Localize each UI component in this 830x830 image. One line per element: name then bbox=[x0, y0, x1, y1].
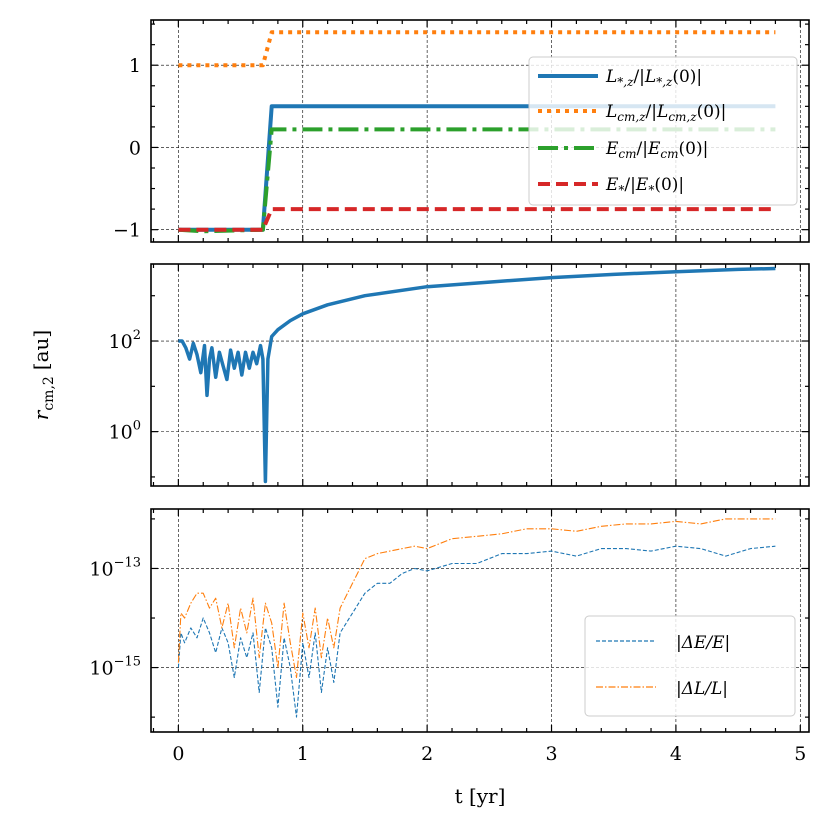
series-line-4 bbox=[178, 207, 776, 232]
top-axes-frame bbox=[150, 19, 810, 243]
bottom-xtick-labels: 0 1 2 3 4 5 bbox=[172, 743, 806, 765]
top-ytick-labels: −1 0 1 bbox=[113, 55, 141, 241]
series-line-3 bbox=[178, 127, 776, 234]
middle-ytick-label: 100 bbox=[109, 419, 141, 444]
xtick-label: 2 bbox=[421, 743, 433, 765]
x-axis-label: t [yr] bbox=[455, 784, 506, 808]
middle-ytick-label: 102 bbox=[109, 328, 141, 353]
xtick-label: 3 bbox=[545, 743, 557, 765]
xtick-label: 5 bbox=[794, 743, 806, 765]
top-ytick-label: 1 bbox=[129, 55, 141, 77]
legend-entry: |ΔE/E| bbox=[596, 633, 730, 653]
middle-series bbox=[178, 266, 776, 484]
legend-label: L*,z/|L*,z(0)| bbox=[605, 67, 702, 89]
top-ticks bbox=[151, 20, 809, 242]
xtick-label: 1 bbox=[297, 743, 309, 765]
top-ytick-label: 0 bbox=[129, 137, 141, 159]
bottom-ytick-label: 10−15 bbox=[89, 655, 141, 680]
middle-ylabel: rcm,2[au] bbox=[29, 330, 57, 420]
top-legend: L*,z/|L*,z(0)| Lcm,z/|Lcm,z(0)| Ecm/|Ecm… bbox=[528, 56, 798, 206]
legend-entry: Lcm,z/|Lcm,z(0)| bbox=[538, 102, 726, 124]
top-legend-box bbox=[528, 56, 798, 206]
middle-ticks bbox=[151, 264, 809, 486]
legend-entry: |ΔL/L| bbox=[596, 679, 728, 699]
legend-label: Ecm/|Ecm(0)| bbox=[605, 139, 708, 161]
middle-gridlines bbox=[151, 264, 809, 486]
middle-axes-frame bbox=[150, 263, 810, 487]
bottom-axes-frame bbox=[150, 508, 810, 733]
top-series bbox=[178, 30, 776, 234]
legend-entry: L*,z/|L*,z(0)| bbox=[538, 67, 702, 89]
top-panel: −1 0 1 L*,z/|L*,z(0)| Lcm,z/|Lcm,z(0)| E… bbox=[113, 19, 810, 243]
series-line-2 bbox=[178, 30, 776, 68]
legend-label: E*/|E*(0)| bbox=[605, 175, 684, 197]
middle-ytick-labels: 100 102 bbox=[109, 328, 141, 444]
bottom-ytick-label: 10−13 bbox=[89, 555, 141, 580]
legend-label: |ΔE/E| bbox=[676, 633, 730, 653]
bottom-legend-box bbox=[584, 615, 796, 717]
bottom-legend: |ΔE/E| |ΔL/L| bbox=[584, 615, 796, 717]
xtick-label: 4 bbox=[670, 743, 682, 765]
bottom-series bbox=[177, 518, 776, 718]
legend-label: Lcm,z/|Lcm,z(0)| bbox=[605, 102, 726, 124]
legend-entry: Ecm/|Ecm(0)| bbox=[538, 139, 708, 161]
top-ytick-label: −1 bbox=[113, 220, 141, 242]
xtick-label: 0 bbox=[172, 743, 184, 765]
bottom-ytick-labels: 10−13 10−15 bbox=[89, 555, 141, 679]
middle-panel: 100 102 rcm,2[au] bbox=[29, 263, 810, 487]
series-line-1 bbox=[178, 266, 776, 484]
bottom-panel: 10−13 10−15 0 1 2 3 4 5 t [yr] |ΔE/E| |Δ… bbox=[89, 508, 810, 808]
series-line-2 bbox=[177, 518, 776, 679]
legend-entry: E*/|E*(0)| bbox=[538, 175, 684, 197]
legend-label: |ΔL/L| bbox=[676, 679, 728, 699]
